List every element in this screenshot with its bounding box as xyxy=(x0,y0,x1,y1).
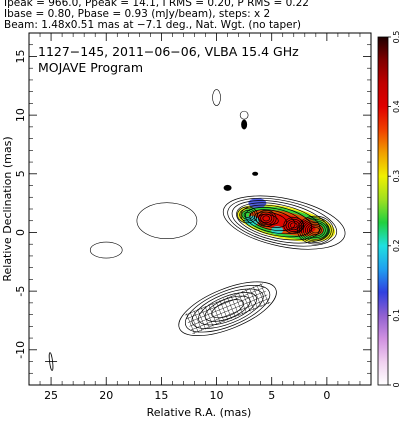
hatch-line xyxy=(184,283,263,316)
hatch-line xyxy=(201,307,210,328)
hatch-line xyxy=(241,290,251,312)
hatch-line xyxy=(234,293,244,315)
core-contour xyxy=(309,225,322,235)
hatch-line xyxy=(260,283,269,305)
knot-contour xyxy=(260,213,273,224)
y-tick-label: 10 xyxy=(14,108,27,122)
jet-contour xyxy=(222,195,346,250)
colorbar-tick-label: 0.5 xyxy=(392,31,401,44)
knot-contour xyxy=(241,210,254,220)
knot-contour xyxy=(283,217,305,234)
knot-contour xyxy=(290,222,298,229)
hatch-line xyxy=(192,302,271,334)
x-tick-label: 5 xyxy=(268,389,275,402)
polarization-patch xyxy=(271,226,284,235)
hatch-line xyxy=(252,286,262,308)
hatch-line xyxy=(245,289,255,311)
x-tick-label: 10 xyxy=(210,389,224,402)
knot-contour xyxy=(262,215,270,222)
knot-contour xyxy=(287,220,300,231)
colorbar-tick-label: 0 xyxy=(392,382,401,387)
hatch-line xyxy=(189,294,268,327)
y-tick-label: -10 xyxy=(14,341,27,359)
x-tick-label: 25 xyxy=(44,389,58,402)
hatch-line xyxy=(187,290,266,323)
colorbar-ticks: 0 0.1 0.2 0.3 0.4 0.5 xyxy=(388,31,401,388)
hatch-line xyxy=(238,292,247,314)
hatch-line xyxy=(230,295,240,317)
knot-contour xyxy=(237,206,258,224)
hatch-line xyxy=(186,287,265,320)
knot-contour xyxy=(258,211,275,225)
jet-contour xyxy=(249,209,296,232)
hatch-line xyxy=(204,305,214,327)
plot-subtitle: MOJAVE Program xyxy=(38,60,143,75)
hatch-line xyxy=(226,296,236,318)
hatch-line xyxy=(212,302,221,324)
hatch-line xyxy=(193,310,203,331)
jet-contour xyxy=(245,207,304,235)
hatch-line xyxy=(186,313,195,334)
colorbar-tick-label: 0.3 xyxy=(392,170,401,183)
y-axis-label: Relative Declination (mas) xyxy=(1,136,14,281)
blob xyxy=(252,171,259,176)
blob xyxy=(241,119,248,130)
y-axis-ticks: 15 10 5 0 -5 -10 xyxy=(14,44,371,374)
header-line-1: Ipeak = 966.0, Ppeak = 14.1, I RMS = 0.2… xyxy=(4,0,309,9)
hatch-line xyxy=(197,308,206,330)
diffuse-contour xyxy=(212,89,221,106)
colorbar-tick-label: 0.2 xyxy=(392,239,401,252)
hatch-line xyxy=(223,298,232,320)
colorbar xyxy=(377,36,389,386)
core-contour xyxy=(307,223,324,237)
knot-contour xyxy=(285,218,302,232)
hatch-line xyxy=(219,299,229,321)
core-contour xyxy=(311,226,320,234)
y-tick-label: 0 xyxy=(14,229,27,236)
core-contour xyxy=(303,220,328,240)
core-contour xyxy=(297,215,334,245)
contour-layer xyxy=(45,89,346,371)
header-line-3: Beam: 1.48x0.51 mas at −7.1 deg., Nat. W… xyxy=(4,19,302,31)
core-contour xyxy=(301,218,330,242)
colorbar-tick-label: 0.1 xyxy=(392,309,401,322)
knot-contour xyxy=(243,211,252,218)
y-tick-label: 15 xyxy=(14,49,27,63)
diffuse-contour xyxy=(136,202,198,240)
x-tick-label: 0 xyxy=(323,389,330,402)
secondary-contour xyxy=(185,285,271,333)
hatch-line xyxy=(249,287,258,309)
diffuse-contour xyxy=(89,241,123,259)
colorbar-tick-label: 0.4 xyxy=(392,100,401,113)
hatch-line xyxy=(256,284,266,306)
x-tick-label: 20 xyxy=(99,389,113,402)
header-line-2: Ibase = 0.80, Pbase = 0.93 (mJy/beam), s… xyxy=(4,8,271,20)
hatch-line xyxy=(215,301,225,323)
y-tick-label: 5 xyxy=(14,170,27,177)
y-tick-label: -5 xyxy=(14,286,27,297)
x-axis-ticks: 25 20 15 10 5 0 xyxy=(39,33,361,402)
secondary-hatch xyxy=(184,283,271,334)
secondary-contour xyxy=(198,292,258,326)
jet-contour xyxy=(236,202,321,241)
jet-contour xyxy=(231,200,329,244)
x-axis-label: Relative R.A. (mas) xyxy=(147,406,252,419)
blob xyxy=(223,184,232,191)
plot-title: 1127−145, 2011−06−06, VLBA 15.4 GHz xyxy=(38,44,299,59)
knot-contour xyxy=(239,208,256,222)
secondary-contour xyxy=(191,288,264,329)
x-tick-label: 15 xyxy=(154,389,168,402)
jet-contour xyxy=(227,197,338,247)
hatch-line xyxy=(208,304,218,326)
diffuse-contour xyxy=(239,110,249,120)
core-contour xyxy=(305,222,326,239)
secondary-contour xyxy=(178,281,277,336)
hatch-line xyxy=(190,298,269,331)
hatch-line xyxy=(189,311,199,333)
